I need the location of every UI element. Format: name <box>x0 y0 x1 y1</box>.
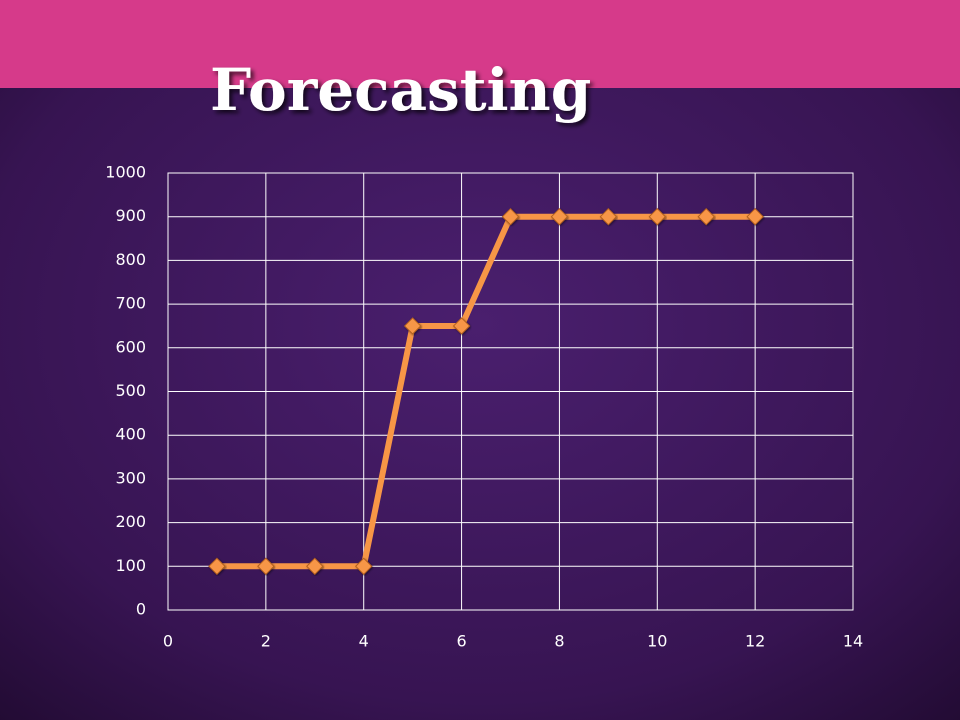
y-tick-label: 600 <box>115 337 146 356</box>
x-tick-label: 6 <box>456 632 466 651</box>
y-tick-label: 300 <box>115 468 146 487</box>
x-tick-label: 12 <box>745 632 765 651</box>
data-marker <box>452 317 471 335</box>
y-tick-label: 700 <box>115 294 146 313</box>
data-marker <box>501 207 520 226</box>
y-tick-label: 100 <box>115 556 146 575</box>
data-marker <box>355 557 373 576</box>
x-tick-label: 0 <box>163 632 173 651</box>
data-marker <box>257 557 275 576</box>
data-marker <box>599 207 618 226</box>
y-tick-label: 900 <box>115 206 146 225</box>
data-marker <box>208 557 226 576</box>
data-marker <box>697 207 715 226</box>
data-marker <box>550 207 569 226</box>
y-tick-label: 0 <box>136 600 146 619</box>
header-band <box>0 0 960 88</box>
y-tick-label: 200 <box>115 512 146 531</box>
x-tick-label: 14 <box>843 632 863 651</box>
y-tick-label: 500 <box>115 381 146 400</box>
x-tick-label: 10 <box>647 632 667 651</box>
x-tick-label: 8 <box>554 632 564 651</box>
slide-title: Forecasting <box>210 56 591 124</box>
y-tick-label: 400 <box>115 425 146 444</box>
x-tick-label: 4 <box>359 632 369 651</box>
data-marker <box>306 557 324 576</box>
data-marker <box>403 317 422 335</box>
y-tick-label: 800 <box>115 250 146 269</box>
data-marker <box>648 207 666 226</box>
y-tick-label: 1000 <box>105 163 146 182</box>
data-marker <box>746 207 764 226</box>
x-tick-label: 2 <box>261 632 271 651</box>
